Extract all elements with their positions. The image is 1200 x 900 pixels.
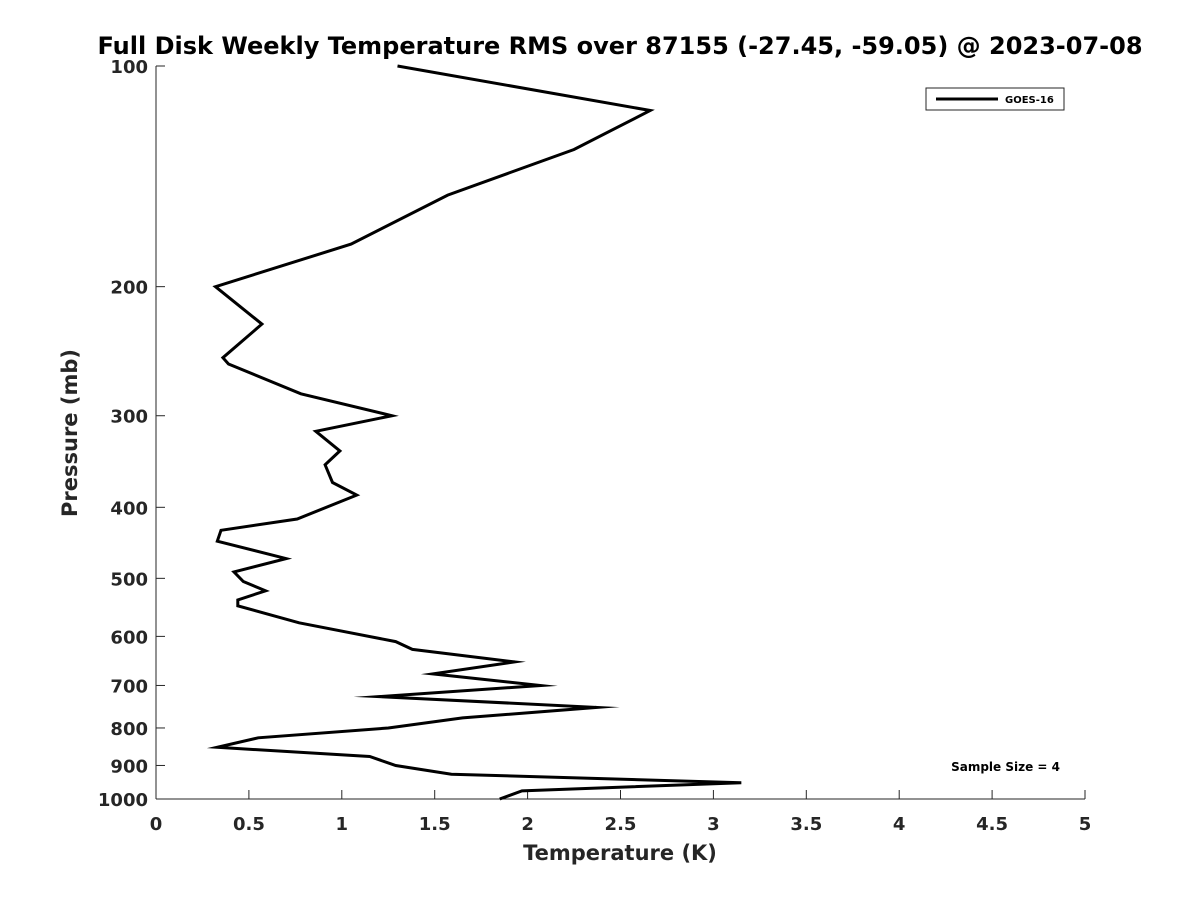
y-tick-label: 100 [110, 57, 148, 78]
y-tick-label: 900 [110, 756, 148, 777]
x-tick-label: 1 [336, 814, 349, 835]
x-tick-label: 4 [893, 814, 906, 835]
legend: GOES-16 [925, 87, 1065, 111]
y-tick-label: 600 [110, 627, 148, 648]
y-tick-label: 300 [110, 407, 148, 428]
y-tick-label: 200 [110, 278, 148, 299]
x-tick-label: 4.5 [976, 814, 1008, 835]
x-tick-label: 5 [1079, 814, 1092, 835]
x-axis-label: Temperature (K) [523, 841, 717, 865]
y-axis-label: Pressure (mb) [58, 349, 82, 517]
y-tick-label: 700 [110, 676, 148, 697]
y-tick-label: 500 [110, 569, 148, 590]
series-line-goes-16 [206, 64, 742, 801]
x-tick-label: 3.5 [790, 814, 822, 835]
sample-size-annotation: Sample Size = 4 [951, 760, 1060, 774]
x-tick-label: 0.5 [233, 814, 265, 835]
chart-title: Full Disk Weekly Temperature RMS over 87… [97, 32, 1142, 60]
legend-entry-goes-16: GOES-16 [1005, 95, 1054, 106]
x-tick-label: 2 [521, 814, 534, 835]
y-tick-label: 800 [110, 719, 148, 740]
x-tick-label: 0 [150, 814, 163, 835]
x-tick-label: 3 [707, 814, 720, 835]
y-tick-label: 400 [110, 498, 148, 519]
x-tick-label: 1.5 [419, 814, 451, 835]
series-layer [206, 64, 742, 801]
x-tick-label: 2.5 [605, 814, 637, 835]
axis-ticks: 0 0.5 1 1.5 2 2.5 3 3.5 4 4.5 5 100 200 300 400 500 600 7… [98, 57, 1091, 835]
y-tick-label: 1000 [98, 790, 148, 811]
